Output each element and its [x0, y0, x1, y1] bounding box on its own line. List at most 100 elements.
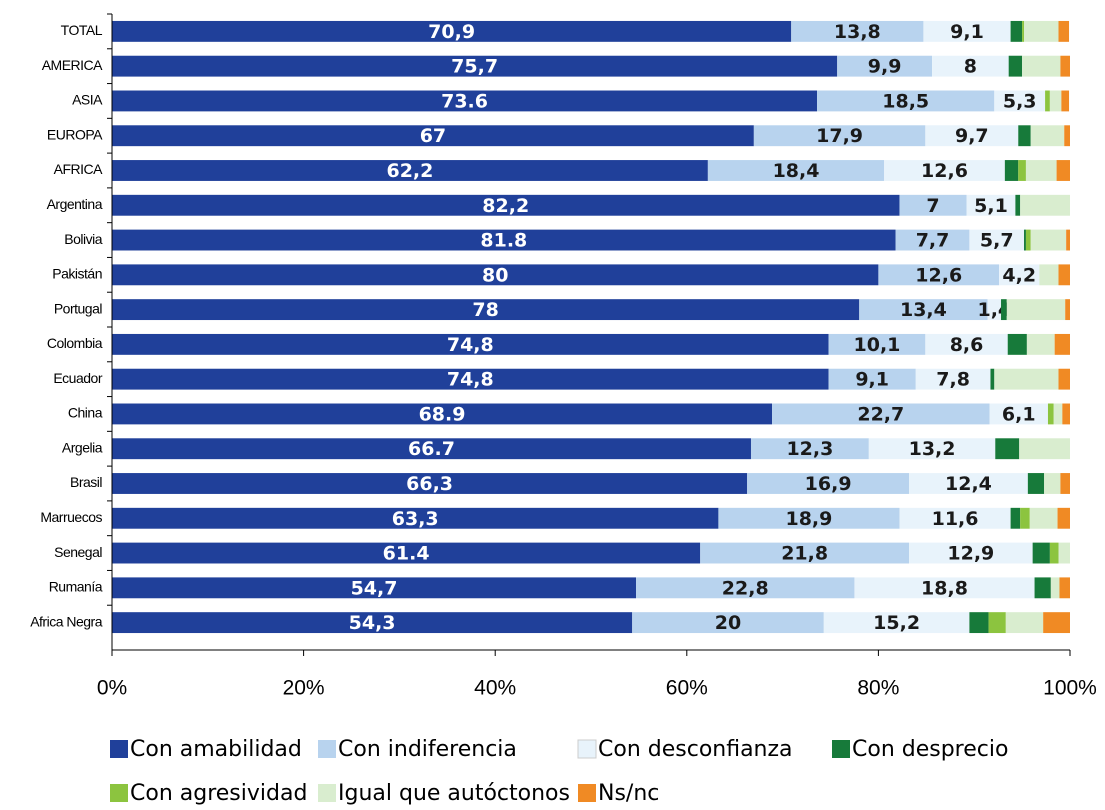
bar-segment — [823, 612, 970, 634]
bar-segment — [112, 438, 751, 460]
x-tick-label: 20% — [283, 677, 325, 700]
data-label: 15,2 — [873, 612, 920, 634]
bar-segment — [1025, 160, 1057, 181]
category-label: Brasil — [70, 474, 102, 490]
data-label: 7 — [926, 195, 939, 217]
category-label: Rumanía — [49, 579, 103, 595]
bar-segment — [112, 125, 754, 147]
bar-segment — [112, 20, 792, 42]
bar-segment — [988, 612, 1006, 634]
bar-segment — [1030, 125, 1065, 147]
data-label: 11,6 — [932, 508, 979, 530]
bar-segment — [112, 229, 896, 251]
bar-segment — [112, 299, 860, 321]
data-label: 13,2 — [909, 438, 956, 460]
bar-segment — [112, 577, 637, 599]
data-label: 9,1 — [855, 369, 889, 391]
bar-segment — [1010, 507, 1021, 529]
category-label: ASIA — [72, 92, 103, 108]
bar-segment — [1024, 229, 1026, 251]
bar-segment — [999, 264, 1040, 286]
bar-segment — [1025, 229, 1031, 251]
category-label: Ecuador — [53, 370, 102, 386]
bar-segment — [112, 333, 829, 355]
category-label: Bolivia — [64, 231, 102, 247]
data-label: 10,1 — [854, 334, 901, 356]
bar-segment — [112, 368, 829, 390]
bar-segment — [1047, 403, 1054, 425]
data-label: 62,2 — [386, 160, 433, 182]
bar-segment — [868, 438, 996, 460]
bar-segment — [925, 125, 1019, 147]
bar-segment — [1030, 229, 1067, 251]
data-label: 18,8 — [921, 577, 968, 599]
legend-swatch — [318, 784, 336, 802]
bar-segment — [1027, 473, 1045, 494]
data-label: 81.8 — [480, 230, 527, 252]
category-label: TOTAL — [61, 22, 103, 38]
legend-swatch — [110, 740, 128, 758]
data-label: 9,7 — [955, 125, 989, 147]
bar-segment — [1043, 612, 1070, 634]
bar-segment — [772, 403, 990, 425]
x-tick-label: 60% — [666, 677, 708, 700]
data-label: 74,8 — [447, 369, 494, 391]
data-label: 12,4 — [945, 473, 992, 495]
bar-segment — [932, 55, 1009, 77]
bar-segment — [1045, 90, 1050, 112]
bar-segment — [632, 612, 824, 634]
data-label: 80 — [482, 264, 508, 286]
bar-segment — [1058, 264, 1070, 286]
category-label: Colombia — [47, 335, 103, 351]
bar-segment — [750, 438, 869, 460]
category-label: Argelia — [62, 439, 103, 455]
bar-segment — [1032, 542, 1050, 564]
bar-segment — [1064, 125, 1070, 147]
bar-segment — [1065, 299, 1070, 321]
bar-segment — [1061, 90, 1070, 112]
bar-segment — [1060, 473, 1070, 494]
legend-swatch — [577, 739, 597, 759]
bar-segment — [1044, 473, 1061, 494]
data-label: 18,5 — [882, 90, 929, 112]
data-label: 20 — [715, 612, 741, 634]
data-label: 12,6 — [921, 160, 968, 182]
x-tick-label: 0% — [97, 677, 127, 700]
bar-segment — [1008, 55, 1023, 77]
bar-segment — [1018, 125, 1031, 147]
bar-segment — [718, 507, 900, 529]
bar-segment — [1056, 160, 1070, 181]
bar-segment — [1026, 333, 1055, 355]
bar-segment — [112, 194, 900, 216]
legend-label: Con amabilidad — [130, 737, 302, 762]
bar-segment — [995, 438, 1020, 460]
data-label: 61.4 — [383, 543, 430, 565]
bar-segment — [817, 90, 995, 112]
x-tick-label: 100% — [1043, 677, 1097, 700]
category-label: Africa Negra — [30, 613, 103, 629]
data-label: 12,6 — [915, 264, 962, 286]
bar-segment — [747, 473, 910, 494]
data-label: 70,9 — [428, 21, 475, 43]
bar-segment — [1066, 229, 1070, 251]
bar-segment — [899, 194, 967, 216]
bar-segment — [1050, 577, 1060, 599]
bar-segment — [791, 20, 924, 42]
bar-segment — [1022, 55, 1061, 77]
bar-segment — [1054, 333, 1070, 355]
bar-segment — [112, 264, 879, 286]
bar-segment — [636, 577, 855, 599]
x-tick-label: 80% — [857, 677, 899, 700]
bar-segment — [987, 299, 1002, 321]
data-label: 22,8 — [722, 577, 769, 599]
data-label: 16,9 — [805, 473, 852, 495]
data-label: 73.6 — [441, 90, 488, 112]
data-label: 12,9 — [947, 543, 994, 565]
bar-segment — [1059, 577, 1070, 599]
legend-label: Igual que autóctonos — [338, 781, 570, 806]
category-label: AMERICA — [42, 57, 103, 73]
bar-segment — [1015, 194, 1021, 216]
data-label: 63,3 — [392, 508, 439, 530]
bar-segment — [1001, 299, 1007, 321]
